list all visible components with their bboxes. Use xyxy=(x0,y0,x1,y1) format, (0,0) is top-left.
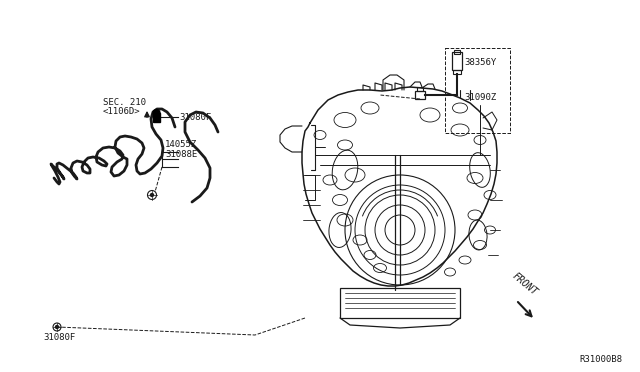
Bar xyxy=(153,113,160,122)
Bar xyxy=(452,52,462,70)
Text: 38356Y: 38356Y xyxy=(464,58,496,67)
Text: 31090Z: 31090Z xyxy=(464,93,496,102)
Text: R31000B8: R31000B8 xyxy=(579,355,622,364)
Bar xyxy=(340,288,460,318)
Text: SEC. 210: SEC. 210 xyxy=(103,98,146,107)
Text: 31080F: 31080F xyxy=(179,112,211,122)
Circle shape xyxy=(56,326,58,328)
Polygon shape xyxy=(302,87,497,286)
Circle shape xyxy=(150,193,154,196)
Text: 31080F: 31080F xyxy=(43,333,76,342)
Bar xyxy=(454,50,460,54)
Text: 14055Z: 14055Z xyxy=(165,140,197,149)
Bar xyxy=(415,91,425,99)
Text: <1106D>: <1106D> xyxy=(103,107,141,116)
Circle shape xyxy=(153,109,160,116)
Bar xyxy=(453,70,461,74)
Text: FRONT: FRONT xyxy=(510,270,539,297)
Bar xyxy=(417,87,423,91)
Text: 31088E: 31088E xyxy=(165,150,197,159)
